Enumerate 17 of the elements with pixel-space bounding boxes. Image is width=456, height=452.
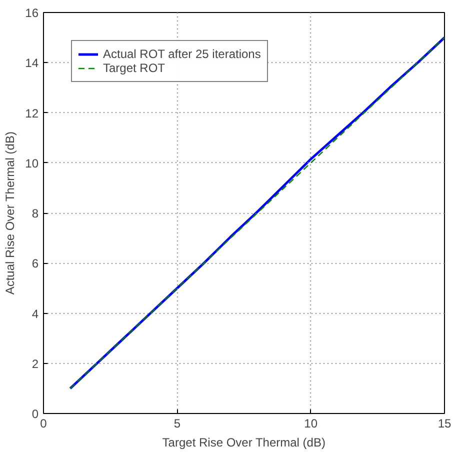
y-tick-label: 16 [25, 6, 39, 20]
y-tick-label: 12 [25, 106, 39, 120]
legend-label: Actual ROT after 25 iterations [103, 47, 261, 61]
x-axis-title: Target Rise Over Thermal (dB) [162, 436, 326, 450]
y-tick-label: 8 [32, 206, 39, 220]
x-tick-label: 15 [438, 416, 452, 430]
y-tick-label: 10 [25, 156, 39, 170]
y-tick-label: 6 [32, 256, 39, 271]
y-tick-label: 14 [25, 56, 39, 70]
x-tick-label: 5 [174, 416, 181, 430]
x-tick-label: 0 [40, 416, 48, 430]
y-tick-label: 0 [32, 407, 39, 421]
x-tick-label: 10 [304, 416, 318, 430]
y-tick-label: 2 [32, 356, 39, 371]
legend-label: Target ROT [103, 61, 166, 75]
y-tick-label: 4 [32, 306, 39, 321]
y-axis-title: Actual Rise Over Thermal (dB) [3, 132, 18, 295]
